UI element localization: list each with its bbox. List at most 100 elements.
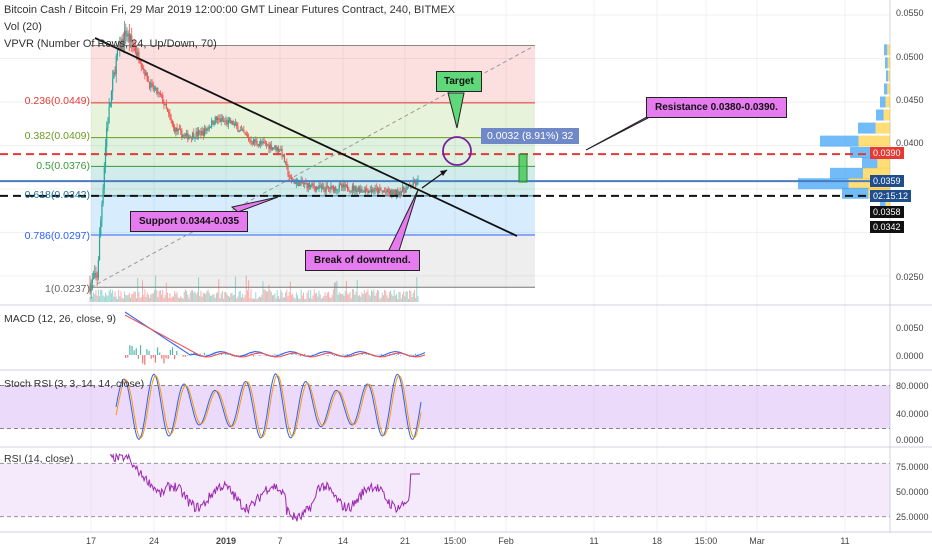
support-callout[interactable]: Support 0.0344-0.035 xyxy=(130,211,249,232)
candle-body xyxy=(140,63,142,67)
vol-indicator-label[interactable]: Vol (20) xyxy=(4,21,42,33)
macd-histogram-bar xyxy=(410,354,412,355)
volume-bar xyxy=(186,290,188,302)
volume-bar xyxy=(230,293,232,302)
volume-bar xyxy=(276,290,278,302)
measure-tool-label[interactable]: 0.0032 (8.91%) 32 xyxy=(481,128,580,144)
candle-body xyxy=(327,186,330,188)
break-of-downtrend-callout[interactable]: Break of downtrend. xyxy=(305,250,420,271)
volume-bar xyxy=(400,298,402,302)
volume-bar xyxy=(139,297,141,302)
vpvr-down-bar xyxy=(883,109,890,121)
stoch-rsi-label[interactable]: Stoch RSI (3, 3, 14, 14, close) xyxy=(4,378,145,390)
volume-bar xyxy=(229,297,231,302)
candle-body xyxy=(286,161,288,166)
candlesticks xyxy=(89,20,419,299)
candle-body xyxy=(330,185,332,190)
fib-label-0382: 0.382(0.0409) xyxy=(24,130,90,142)
candle-body xyxy=(313,185,315,188)
volume-bar xyxy=(177,297,179,302)
volume-bar xyxy=(252,298,254,302)
candle-body xyxy=(257,144,259,146)
volume-bar xyxy=(345,280,347,302)
volume-bar xyxy=(122,298,124,302)
candle-body xyxy=(153,88,156,90)
volume-bar xyxy=(305,298,307,302)
vpvr-down-bar xyxy=(875,122,890,134)
volume-bar xyxy=(211,295,213,302)
volume-bar xyxy=(193,292,195,302)
candle-body xyxy=(273,147,275,149)
volume-bar xyxy=(158,290,160,302)
vpvr-up-bar xyxy=(876,109,884,121)
candle-body xyxy=(394,190,396,196)
macd-label[interactable]: MACD (12, 26, close, 9) xyxy=(4,313,117,325)
volume-bar xyxy=(171,296,173,302)
candle-body xyxy=(344,184,346,188)
candle-body xyxy=(227,120,229,125)
rsi-label[interactable]: RSI (14, close) xyxy=(4,453,74,465)
volume-bar xyxy=(385,290,387,302)
candle-body xyxy=(145,72,147,76)
candle-body xyxy=(146,72,148,81)
volume-bar xyxy=(282,297,284,302)
volume-bar xyxy=(367,289,369,302)
candle-body xyxy=(302,183,305,185)
candle-body xyxy=(374,188,376,192)
candle-body xyxy=(139,60,141,64)
candle-body xyxy=(176,127,178,132)
candle-body xyxy=(94,272,96,278)
volume-bar xyxy=(311,298,313,302)
candle-body xyxy=(169,113,171,118)
candle-body xyxy=(282,154,284,157)
candle-body xyxy=(364,188,367,193)
candle-body xyxy=(150,82,152,89)
volume-bar xyxy=(326,292,328,302)
volume-bar xyxy=(220,293,222,302)
volume-bar xyxy=(239,290,241,302)
candle-body xyxy=(269,144,271,149)
vpvr-up-bar xyxy=(850,146,872,158)
macd-histogram-bar xyxy=(397,353,399,355)
volume-bar xyxy=(182,298,184,302)
volume-bar xyxy=(293,297,295,302)
macd-histogram-bar xyxy=(231,355,233,357)
macd-histogram-bar xyxy=(171,347,174,355)
resistance-callout[interactable]: Resistance 0.0380-0.0390. xyxy=(646,97,787,118)
target-label[interactable]: Target xyxy=(436,71,482,92)
drawings[interactable] xyxy=(0,37,890,255)
volume-bar xyxy=(246,290,248,302)
volume-bar xyxy=(167,292,169,302)
candle-body xyxy=(290,177,293,180)
volume-bar xyxy=(270,292,272,302)
volume-bar xyxy=(319,294,321,302)
vpvr-indicator-label[interactable]: VPVR (Number Of Rows, 24, Up/Down, 70) xyxy=(4,38,217,50)
candle-body xyxy=(373,191,375,193)
candle-body xyxy=(175,127,177,133)
volume-bar xyxy=(224,292,226,302)
volume-bar xyxy=(323,296,325,302)
candle-body xyxy=(180,129,182,131)
candle-body xyxy=(144,69,146,76)
macd-histogram-bar xyxy=(416,354,419,355)
candle-body xyxy=(259,141,262,145)
vpvr-down-bar xyxy=(888,70,890,82)
volume-bar xyxy=(249,297,251,302)
candle-body xyxy=(370,189,373,192)
candle-body xyxy=(132,42,134,47)
volume-bar xyxy=(181,297,183,302)
volume-bar xyxy=(361,292,363,302)
volume-bar xyxy=(260,297,262,302)
arrow-head xyxy=(440,170,447,176)
volume-bar xyxy=(406,291,408,302)
candle-body xyxy=(244,132,246,134)
candle-body xyxy=(354,186,356,191)
vpvr-down-bar xyxy=(885,96,890,108)
candle-body xyxy=(362,190,364,192)
volume-bar xyxy=(297,295,299,302)
volume-bar xyxy=(120,291,122,302)
candle-body xyxy=(114,72,116,75)
volume-bar xyxy=(207,289,209,302)
volume-bar xyxy=(251,298,253,302)
candle-body xyxy=(400,191,402,195)
